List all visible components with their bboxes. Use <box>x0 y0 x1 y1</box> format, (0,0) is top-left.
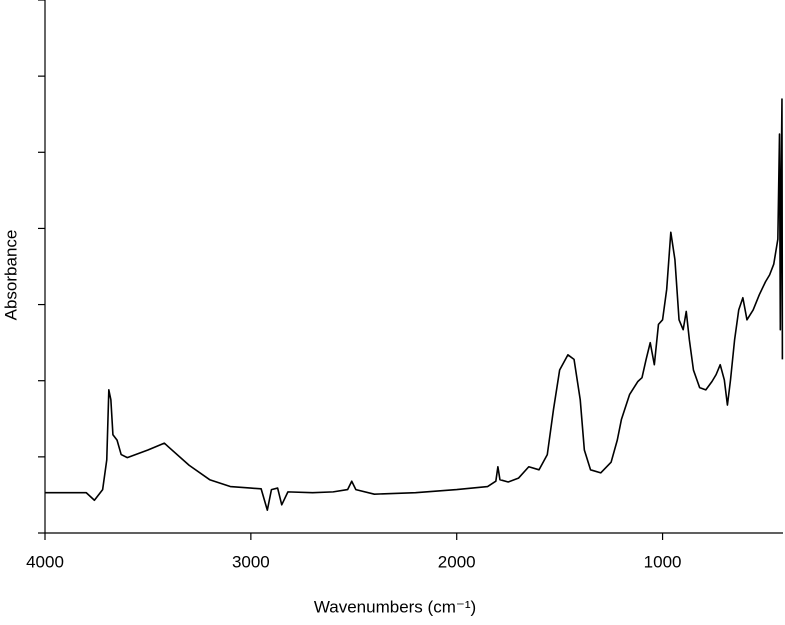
axis-frame <box>44 0 783 534</box>
x-tick-label: 3000 <box>232 552 270 571</box>
spectrum-line <box>45 98 784 511</box>
x-tick-label: 4000 <box>26 552 64 571</box>
y-axis-label: Absorbance <box>1 230 20 321</box>
x-axis-label: Wavenumbers (cm⁻¹) <box>314 597 476 616</box>
x-tick-label: 1000 <box>644 552 682 571</box>
x-tick-label: 2000 <box>438 552 476 571</box>
